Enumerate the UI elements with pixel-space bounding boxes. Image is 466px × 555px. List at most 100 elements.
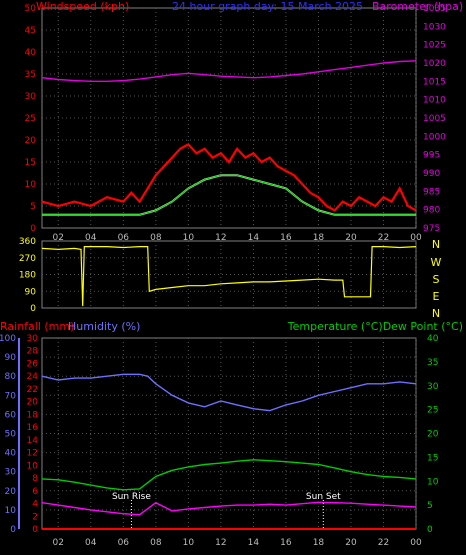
humidity-tick-label: 60 [5, 410, 17, 420]
barometer-line [41, 60, 417, 82]
wind-x-tick-label: 00 [410, 233, 422, 243]
barometer-tick-label: 1030 [423, 22, 446, 32]
humidity-axis: 0 10 20 30 40 50 60 70 80 90 100 [0, 334, 20, 535]
barometer-tick-label: 985 [423, 187, 440, 197]
direction-tick-label: 270 [19, 254, 36, 264]
windspeed-tick-label: 0 [30, 224, 36, 234]
humidity-tick-label: 90 [5, 353, 17, 363]
temp-x-tick-label: 04 [85, 538, 97, 548]
barometer-tick-label: 1000 [423, 132, 446, 142]
wind-x-tick-label: 22 [378, 233, 389, 243]
rainfall-tick-label: 20 [27, 398, 39, 408]
windspeed-tick-label: 50 [25, 4, 37, 14]
wind-avg-fill-line [42, 174, 416, 216]
rainfall-tick-label: 14 [27, 436, 39, 446]
humidity-tick-label: 30 [5, 468, 17, 478]
humidity-axis-label: Humidity (%) [68, 320, 140, 333]
humidity-line [41, 373, 417, 412]
windspeed-tick-label: 25 [25, 114, 36, 124]
temp-x-tick-label: 18 [313, 538, 325, 548]
humidity-tick-label: 70 [5, 391, 17, 401]
temperature-tick-label: 15 [427, 453, 438, 463]
windspeed-tick-label: 35 [25, 70, 36, 80]
wind-x-axis: 02 04 06 08 10 12 14 16 18 20 22 00 [53, 233, 422, 243]
temperature-tick-label: 40 [427, 334, 439, 344]
wind-x-tick-label: 20 [345, 233, 357, 243]
wind-x-tick-label: 16 [280, 233, 292, 243]
temperature-dewpoint-label: Temperature (°C)Dew Point (°C) [287, 320, 463, 333]
barometer-axis: 975 980 985 990 995 1000 1005 1010 1015 1020 1025 1… [423, 4, 446, 234]
windspeed-tick-label: 20 [25, 136, 37, 146]
humidity-tick-label: 80 [5, 372, 17, 382]
temp-x-tick-label: 12 [215, 538, 226, 548]
compass-n-top: N [432, 238, 440, 251]
wind-direction-line [41, 246, 417, 307]
wind-x-tick-label: 14 [248, 233, 260, 243]
compass-n-bottom: N [432, 307, 440, 320]
wind-x-tick-label: 08 [150, 233, 162, 243]
windspeed-tick-label: 30 [25, 92, 37, 102]
temp-x-tick-label: 14 [248, 538, 260, 548]
rainfall-tick-label: 10 [27, 461, 39, 471]
direction-grid [42, 241, 417, 308]
rainfall-tick-label: 30 [27, 334, 39, 344]
rainfall-tick-label: 18 [27, 410, 39, 420]
windspeed-tick-label: 10 [25, 180, 37, 190]
barometer-tick-label: 990 [423, 169, 440, 179]
rainfall-tick-label: 22 [27, 385, 38, 395]
temp-x-tick-label: 20 [345, 538, 357, 548]
wind-grid [42, 8, 417, 228]
compass-s: S [433, 273, 440, 286]
windspeed-axis: 0 5 10 15 20 25 30 35 40 45 50 [25, 4, 37, 234]
rainfall-tick-label: 12 [27, 449, 38, 459]
humidity-tick-label: 50 [5, 430, 17, 440]
barometer-tick-label: 1035 [423, 4, 446, 14]
temperature-tick-label: 20 [427, 430, 439, 440]
temp-x-tick-label: 10 [183, 538, 195, 548]
wind-x-tick-label: 12 [215, 233, 226, 243]
temperature-tick-label: 10 [427, 477, 439, 487]
direction-tick-label: 180 [19, 271, 36, 281]
temp-grid [42, 338, 417, 529]
temp-x-tick-label: 22 [378, 538, 389, 548]
humidity-tick-label: 0 [10, 525, 16, 535]
temp-x-tick-label: 02 [53, 538, 64, 548]
compass-w: W [431, 256, 442, 269]
temperature-tick-label: 35 [427, 358, 438, 368]
windspeed-axis-label: Windspeed (kph) [36, 0, 129, 13]
barometer-tick-label: 1020 [423, 59, 446, 69]
humidity-tick-label: 40 [5, 449, 17, 459]
rainfall-tick-label: 2 [32, 512, 38, 522]
direction-tick-label: 90 [25, 287, 37, 297]
barometer-tick-label: 1015 [423, 77, 446, 87]
rainfall-tick-label: 6 [32, 487, 38, 497]
rainfall-tick-label: 16 [27, 423, 39, 433]
rainfall-tick-label: 4 [32, 500, 38, 510]
wind-avg-line [42, 174, 416, 216]
windspeed-tick-label: 40 [25, 48, 37, 58]
dewpoint-line [41, 501, 417, 516]
rainfall-tick-label: 8 [32, 474, 38, 484]
sunrise-marker-label: Sun Rise [112, 492, 151, 502]
graph-title: 24 hour graph day: 15 March 2025 [172, 0, 363, 13]
direction-tick-label: 360 [19, 237, 36, 247]
windspeed-tick-label: 5 [30, 202, 36, 212]
barometer-axis-label: Barometer (hpa) [372, 0, 463, 13]
temperature-tick-label: 0 [427, 525, 433, 535]
temperature-tick-label: 30 [427, 382, 439, 392]
temp-x-tick-label: 00 [410, 538, 422, 548]
temp-x-tick-label: 16 [280, 538, 292, 548]
rainfall-tick-label: 0 [32, 525, 38, 535]
rainfall-tick-label: 26 [27, 359, 39, 369]
wind-x-tick-label: 06 [118, 233, 130, 243]
temperature-line [41, 459, 417, 491]
temp-x-axis: 02 04 06 08 10 12 14 16 18 20 22 00 [53, 538, 422, 548]
humidity-tick-label: 20 [5, 487, 17, 497]
temp-x-tick-label: 06 [118, 538, 130, 548]
temp-x-tick-label: 08 [150, 538, 162, 548]
barometer-tick-label: 1005 [423, 114, 446, 124]
